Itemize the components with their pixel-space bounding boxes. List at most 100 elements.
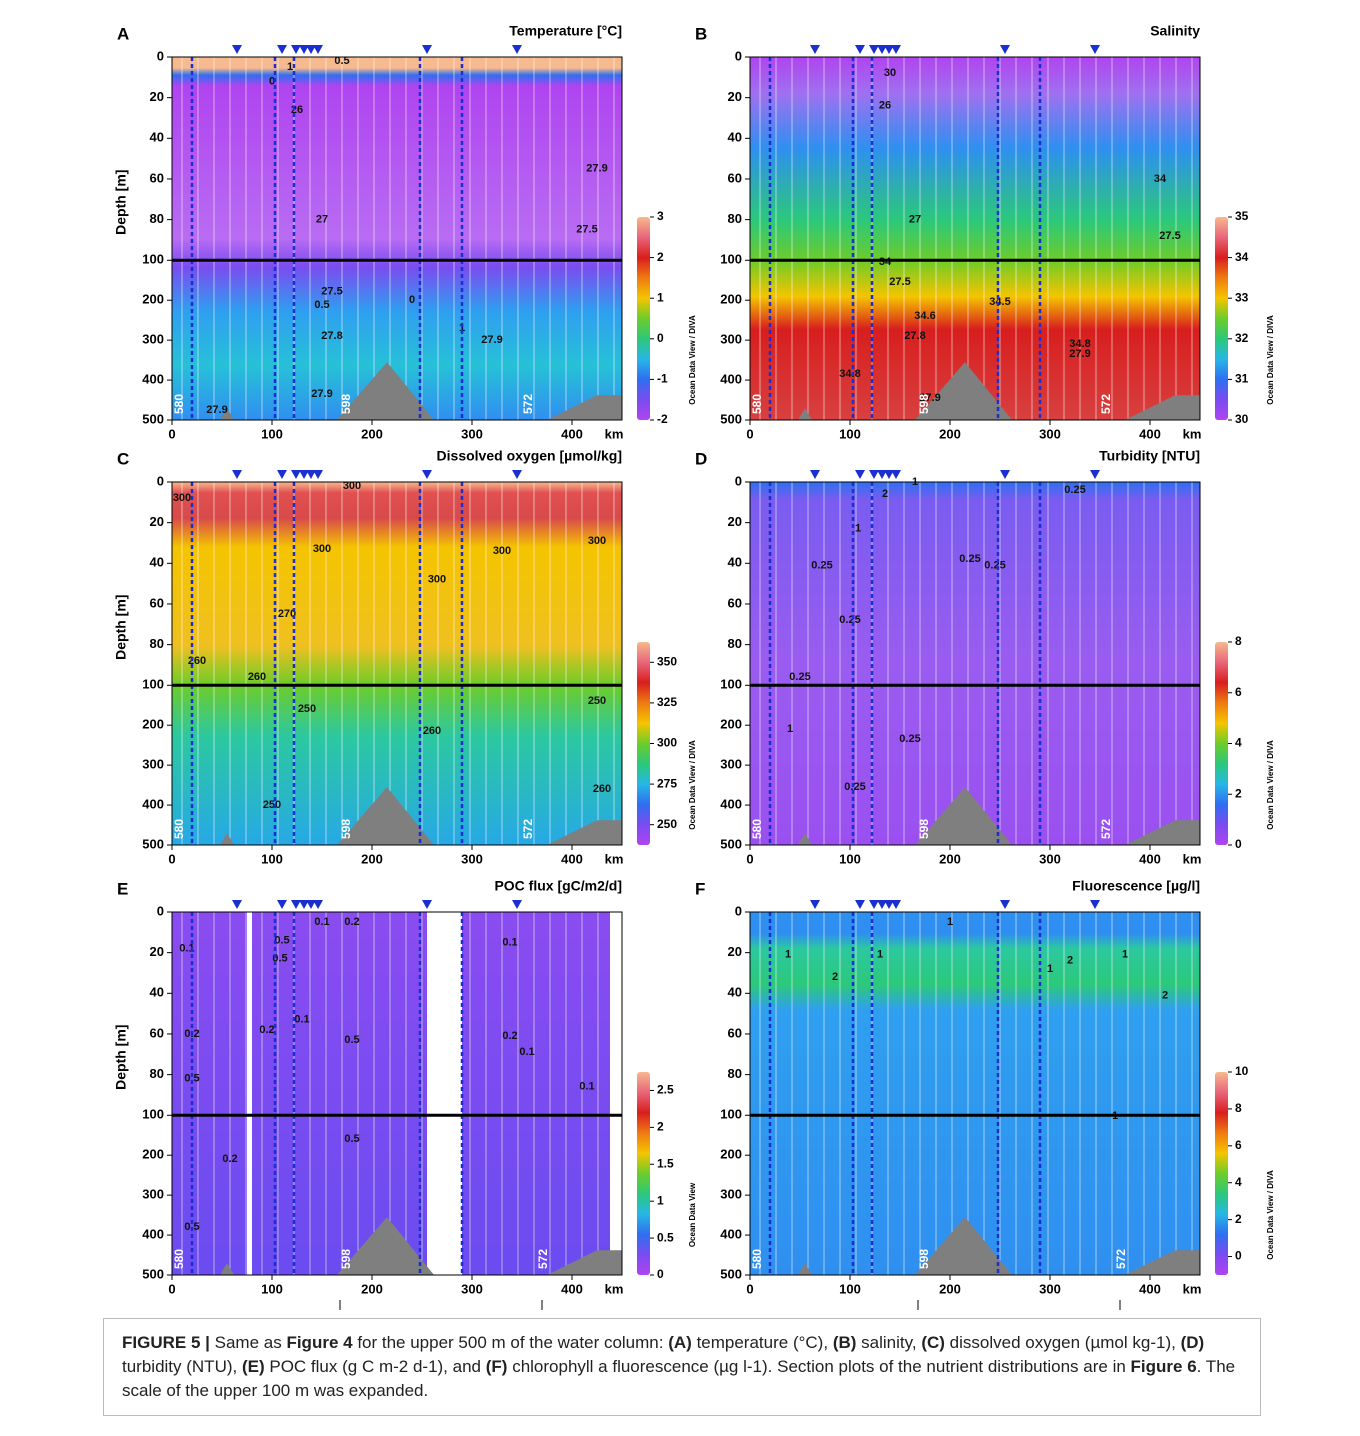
plot-frame xyxy=(749,56,1201,421)
caption-text: (E) xyxy=(241,1357,265,1376)
contour-label: 300 xyxy=(313,543,331,555)
colorbar-tick-label: 2 xyxy=(657,1120,664,1134)
y-tick-label: 100 xyxy=(720,252,742,267)
y-tick-label: 60 xyxy=(728,170,742,185)
colorbar-tick-label: 3 xyxy=(657,209,664,223)
seafloor xyxy=(1125,1250,1200,1275)
colorbar-label: Ocean Data View xyxy=(688,1182,697,1247)
data-gap xyxy=(247,912,252,1275)
y-tick-label: 60 xyxy=(150,170,164,185)
station-marker xyxy=(232,45,242,54)
station-marker xyxy=(232,900,242,909)
colorbar xyxy=(1215,642,1228,845)
contour-label: 0.5 xyxy=(334,55,349,67)
contour-label: 34.8 xyxy=(1069,338,1090,350)
colorbar-tick-label: 30 xyxy=(1235,412,1249,426)
y-tick-label: 300 xyxy=(720,1187,742,1202)
contour-label: 0.1 xyxy=(294,1014,309,1026)
station-label: 580 xyxy=(750,1249,764,1269)
station-marker xyxy=(891,470,901,479)
colorbar-tick-label: 34 xyxy=(1235,250,1249,264)
caption-text: turbidity (NTU), xyxy=(122,1357,238,1376)
contour-label: 0.5 xyxy=(344,1034,359,1046)
station-marker xyxy=(232,470,242,479)
station-marker xyxy=(306,45,316,54)
station-marker xyxy=(512,900,522,909)
station-label: 572 xyxy=(521,394,535,414)
region-label: GS xyxy=(1150,1308,1170,1310)
station-marker xyxy=(1000,45,1010,54)
colorbar-tick-label: 8 xyxy=(1235,1101,1242,1115)
y-tick-label: 40 xyxy=(728,555,742,570)
station-marker xyxy=(313,470,323,479)
contour-label: 250 xyxy=(263,799,281,811)
station-marker xyxy=(1000,470,1010,479)
panel-title: Dissolved oxygen [µmol/kg] xyxy=(437,448,622,464)
contour-label: 0.5 xyxy=(184,1221,199,1233)
contour-label: 260 xyxy=(423,725,441,737)
x-tick-label: 200 xyxy=(939,851,961,866)
caption-text: salinity, xyxy=(861,1333,917,1352)
y-axis-label: Depth [m] xyxy=(113,595,129,660)
y-tick-label: 400 xyxy=(142,372,164,387)
station-marker xyxy=(1090,900,1100,909)
contour-label: 0.2 xyxy=(502,1030,517,1042)
colorbar-label: Ocean Data View / DIVA xyxy=(1266,315,1275,405)
caption-text: Figure 4 xyxy=(286,1333,353,1352)
caption-text: POC flux (g C m-2 d-1), and xyxy=(269,1357,481,1376)
y-tick-label: 100 xyxy=(142,252,164,267)
seafloor xyxy=(798,1263,812,1275)
x-unit: km xyxy=(1183,426,1202,441)
y-tick-label: 200 xyxy=(142,292,164,307)
x-tick-label: 0 xyxy=(168,426,175,441)
colorbar-tick-label: 0.5 xyxy=(657,1230,674,1244)
region-label: GS xyxy=(572,1308,592,1310)
y-tick-label: 0 xyxy=(157,903,164,918)
y-axis-label: Depth [m] xyxy=(113,1025,129,1090)
contour-label: 34.5 xyxy=(989,296,1010,308)
plot-frame xyxy=(171,481,623,846)
station-marker xyxy=(855,900,865,909)
y-tick-label: 200 xyxy=(720,292,742,307)
caption-text: (F) xyxy=(485,1357,508,1376)
colorbar-tick-label: 350 xyxy=(657,654,677,668)
y-tick-label: 0 xyxy=(157,48,164,63)
contour-label: 2 xyxy=(1067,955,1073,967)
region-label: OSS xyxy=(426,1308,456,1310)
colorbar-tick-label: 0 xyxy=(657,331,664,345)
contour-label: 0 xyxy=(269,75,275,87)
y-tick-label: 0 xyxy=(735,473,742,488)
station-label: 598 xyxy=(917,394,931,414)
y-tick-label: 400 xyxy=(720,797,742,812)
x-tick-label: 100 xyxy=(839,1281,861,1296)
section-field xyxy=(172,912,622,1275)
panel-letter: D xyxy=(695,449,707,468)
colorbar xyxy=(1215,217,1228,420)
contour-label: 1 xyxy=(787,723,793,735)
panel-title: POC flux [gC/m2/d] xyxy=(494,878,622,894)
station-marker xyxy=(869,45,879,54)
panel-title: Turbidity [NTU] xyxy=(1099,448,1200,464)
x-unit: km xyxy=(605,851,624,866)
station-marker xyxy=(869,470,879,479)
contour-label: 27.9 xyxy=(1069,348,1090,360)
colorbar-tick-label: 4 xyxy=(1235,1175,1242,1189)
y-tick-label: 300 xyxy=(142,1187,164,1202)
y-tick-label: 500 xyxy=(142,411,164,426)
caption-text: for the upper 500 m of the water column: xyxy=(357,1333,664,1352)
contour-label: 1 xyxy=(1122,949,1128,961)
plot-frame xyxy=(171,911,623,1276)
y-tick-label: 100 xyxy=(720,677,742,692)
x-tick-label: 0 xyxy=(746,426,753,441)
station-marker xyxy=(855,45,865,54)
x-tick-label: 400 xyxy=(561,851,583,866)
y-tick-label: 400 xyxy=(720,372,742,387)
plot-frame xyxy=(171,56,623,421)
station-marker xyxy=(810,45,820,54)
contour-label: 0.5 xyxy=(344,1133,359,1145)
contour-label: 0.1 xyxy=(314,916,329,928)
colorbar-tick-label: 300 xyxy=(657,736,677,750)
station-label: 580 xyxy=(750,394,764,414)
panel-letter: F xyxy=(695,879,705,898)
region-label: NVF xyxy=(820,1308,848,1310)
